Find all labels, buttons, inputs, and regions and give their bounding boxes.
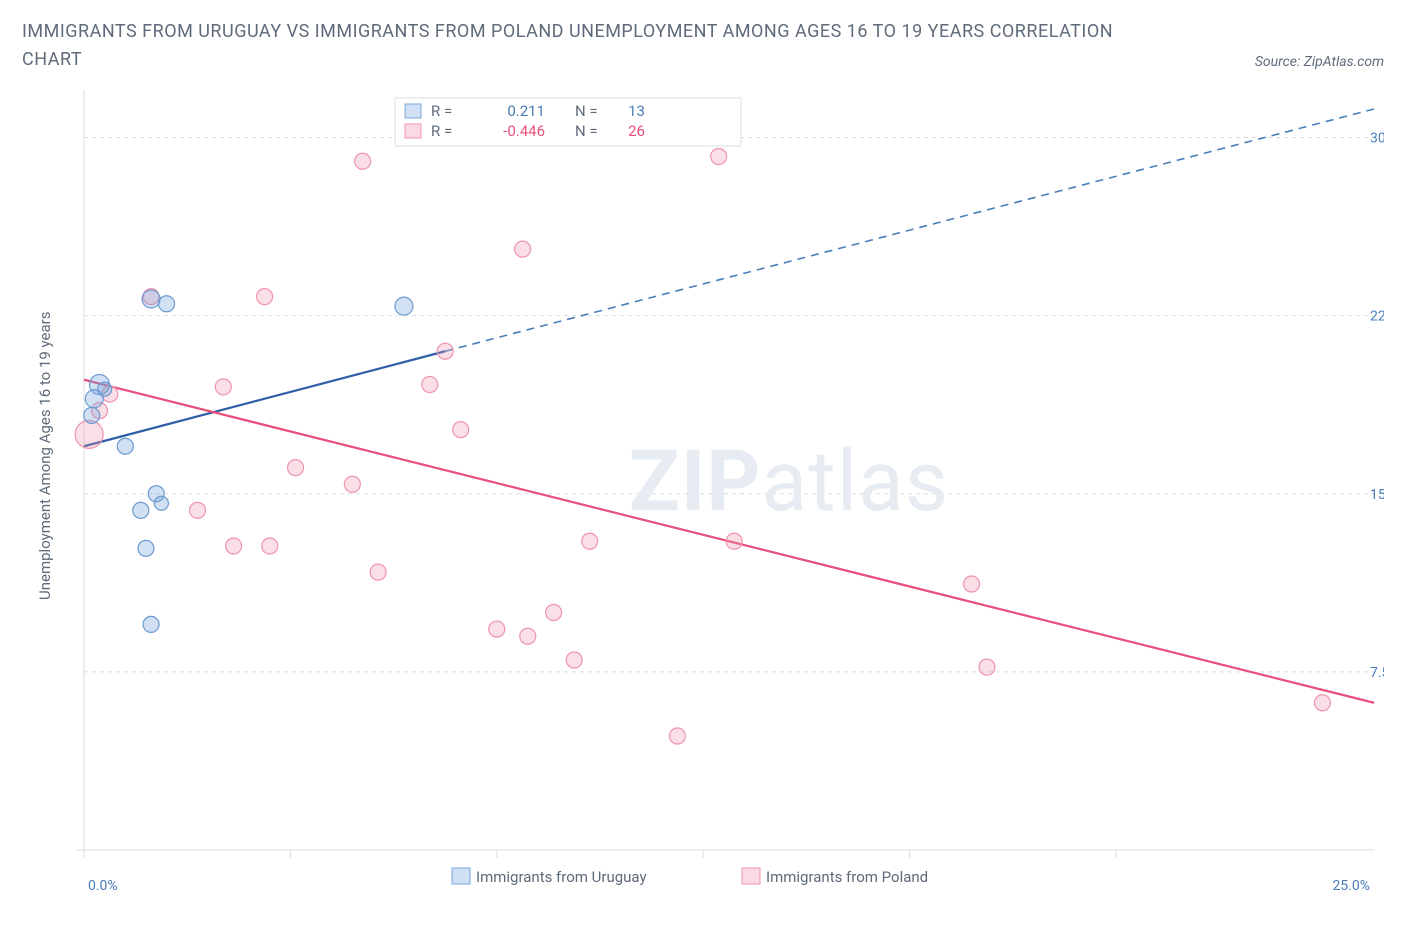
data-point-uruguay: [138, 540, 154, 556]
stat-label: R =: [431, 102, 452, 120]
data-point-poland: [711, 148, 727, 164]
data-point-uruguay: [159, 296, 175, 312]
data-point-poland: [215, 379, 231, 395]
y-tick-label: 15.0%: [1370, 487, 1384, 503]
data-point-uruguay: [142, 290, 160, 308]
stat-n-poland: 26: [628, 122, 645, 140]
data-point-poland: [726, 533, 742, 549]
data-point-uruguay: [395, 297, 413, 315]
data-point-poland: [422, 376, 438, 392]
legend-label-poland: Immigrants from Poland: [766, 868, 928, 886]
data-point-poland: [1314, 695, 1330, 711]
swatch-uruguay-icon: [405, 104, 421, 118]
x-tick-label: 25.0%: [1332, 878, 1370, 894]
data-point-poland: [546, 604, 562, 620]
data-point-poland: [262, 538, 278, 554]
y-axis-title: Unemployment Among Ages 16 to 19 years: [36, 311, 54, 599]
data-point-poland: [566, 652, 582, 668]
stat-label: R =: [431, 122, 452, 140]
data-point-uruguay: [117, 438, 133, 454]
watermark: ZIPatlas: [629, 432, 949, 531]
chart-container: 7.5% 15.0% 22.5% 30.0% ZIPatlas 0.0% 25.0% Unem…: [22, 80, 1384, 920]
regression-line-uruguay: [84, 351, 445, 446]
data-point-poland: [437, 343, 453, 359]
chart-header: IMMIGRANTS FROM URUGUAY VS IMMIGRANTS FR…: [22, 18, 1384, 74]
data-point-poland: [355, 153, 371, 169]
chart-source: Source: ZipAtlas.com: [1255, 54, 1384, 74]
data-point-uruguay: [133, 502, 149, 518]
chart-title: IMMIGRANTS FROM URUGUAY VS IMMIGRANTS FR…: [22, 18, 1142, 74]
data-point-poland: [582, 533, 598, 549]
data-point-poland: [669, 728, 685, 744]
x-tick-label: 0.0%: [88, 878, 118, 894]
y-tick-label: 7.5%: [1370, 665, 1384, 681]
data-point-poland: [515, 241, 531, 257]
stat-r-poland: -0.446: [503, 122, 545, 140]
y-tick-label: 22.5%: [1370, 308, 1384, 324]
data-point-poland: [520, 628, 536, 644]
data-point-poland: [964, 576, 980, 592]
stat-r-uruguay: 0.211: [507, 102, 545, 120]
swatch-poland-icon: [405, 124, 421, 138]
swatch-poland-icon: [742, 868, 760, 884]
data-point-uruguay: [143, 616, 159, 632]
data-point-uruguay: [84, 407, 100, 423]
y-tick-label: 30.0%: [1370, 130, 1384, 146]
legend-label-uruguay: Immigrants from Uruguay: [476, 868, 647, 886]
stat-n-uruguay: 13: [628, 102, 645, 120]
data-point-poland: [75, 420, 103, 448]
correlation-scatter-chart: 7.5% 15.0% 22.5% 30.0% ZIPatlas 0.0% 25.0% Unem…: [22, 80, 1384, 920]
data-point-poland: [453, 421, 469, 437]
data-point-poland: [370, 564, 386, 580]
data-point-poland: [344, 476, 360, 492]
stat-label: N =: [575, 102, 598, 120]
stat-label: N =: [575, 122, 598, 140]
data-point-poland: [257, 288, 273, 304]
series-legend: Immigrants from Uruguay Immigrants from P…: [452, 868, 928, 886]
data-point-poland: [489, 621, 505, 637]
data-point-poland: [288, 459, 304, 475]
swatch-uruguay-icon: [452, 868, 470, 884]
data-point-poland: [190, 502, 206, 518]
data-point-uruguay: [98, 382, 112, 396]
data-point-poland: [979, 659, 995, 675]
data-point-uruguay: [154, 496, 168, 510]
data-point-poland: [226, 538, 242, 554]
